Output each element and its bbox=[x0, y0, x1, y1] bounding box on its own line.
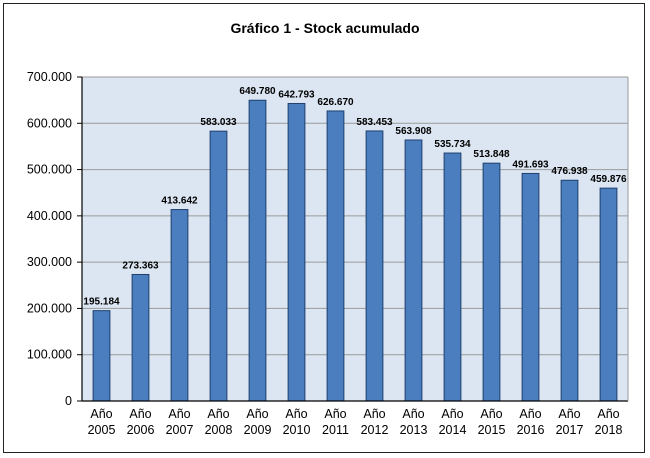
y-tick-label: 300.000 bbox=[27, 255, 72, 269]
bar bbox=[599, 187, 618, 402]
x-tick-label: 2014 bbox=[439, 423, 467, 437]
bar bbox=[131, 273, 150, 402]
data-label: 413.642 bbox=[161, 196, 198, 207]
data-label: 273.363 bbox=[122, 260, 159, 271]
data-label: 195.184 bbox=[83, 297, 120, 308]
x-tick-label: 2008 bbox=[205, 423, 233, 437]
x-tick-label: 2011 bbox=[322, 423, 349, 437]
y-tick-label: 100.000 bbox=[27, 348, 72, 362]
data-label: 583.033 bbox=[200, 117, 237, 128]
plot-area bbox=[82, 77, 628, 401]
x-tick-label: Año bbox=[519, 407, 541, 421]
x-tick-label: 2010 bbox=[283, 423, 311, 437]
x-tick-label: Año bbox=[441, 407, 463, 421]
x-tick-label: Año bbox=[480, 407, 502, 421]
x-tick-label: 2015 bbox=[478, 423, 506, 437]
data-label: 459.876 bbox=[590, 174, 627, 185]
x-tick-label: 2013 bbox=[400, 423, 428, 437]
data-label: 649.780 bbox=[239, 86, 276, 97]
y-tick-label: 500.000 bbox=[27, 163, 72, 177]
x-tick-label: Año bbox=[324, 407, 346, 421]
x-tick-label: 2009 bbox=[244, 423, 272, 437]
bar bbox=[92, 310, 111, 402]
chart-title: Gráfico 1 - Stock acumulado bbox=[230, 20, 420, 36]
x-tick-label: Año bbox=[558, 407, 580, 421]
y-tick-label: 0 bbox=[65, 394, 72, 408]
bar bbox=[287, 102, 306, 402]
x-tick-label: Año bbox=[402, 407, 424, 421]
x-tick-label: 2007 bbox=[166, 423, 194, 437]
x-tick-label: Año bbox=[207, 407, 229, 421]
data-label: 583.453 bbox=[356, 117, 393, 128]
bar bbox=[482, 162, 501, 402]
bar bbox=[443, 152, 462, 402]
data-label: 563.908 bbox=[395, 126, 432, 137]
x-tick-label: Año bbox=[285, 407, 307, 421]
bar bbox=[248, 99, 267, 402]
data-label: 642.793 bbox=[278, 89, 315, 100]
x-tick-label: Año bbox=[168, 407, 190, 421]
bar bbox=[365, 130, 384, 402]
x-tick-label: 2006 bbox=[127, 423, 155, 437]
y-tick-label: 200.000 bbox=[27, 301, 72, 315]
x-tick-label: 2018 bbox=[595, 423, 623, 437]
x-tick-label: 2017 bbox=[556, 423, 584, 437]
bar bbox=[170, 209, 189, 402]
x-tick-label: 2016 bbox=[517, 423, 545, 437]
bar bbox=[209, 130, 228, 402]
bar bbox=[560, 179, 579, 402]
y-tick-label: 400.000 bbox=[27, 209, 72, 223]
bar bbox=[521, 172, 540, 402]
x-tick-label: Año bbox=[363, 407, 385, 421]
bar bbox=[326, 110, 345, 402]
data-label: 535.734 bbox=[434, 139, 471, 150]
x-tick-label: Año bbox=[246, 407, 268, 421]
data-label: 626.670 bbox=[317, 97, 354, 108]
y-tick-label: 700.000 bbox=[27, 70, 72, 84]
x-tick-label: 2005 bbox=[88, 423, 116, 437]
data-label: 491.693 bbox=[512, 159, 549, 170]
x-tick-label: Año bbox=[129, 407, 151, 421]
data-label: 513.848 bbox=[473, 149, 510, 160]
y-tick-label: 600.000 bbox=[27, 116, 72, 130]
data-label: 476.938 bbox=[551, 166, 588, 177]
x-tick-label: 2012 bbox=[361, 423, 389, 437]
x-tick-label: Año bbox=[597, 407, 619, 421]
bar bbox=[404, 139, 423, 402]
x-tick-label: Año bbox=[90, 407, 112, 421]
